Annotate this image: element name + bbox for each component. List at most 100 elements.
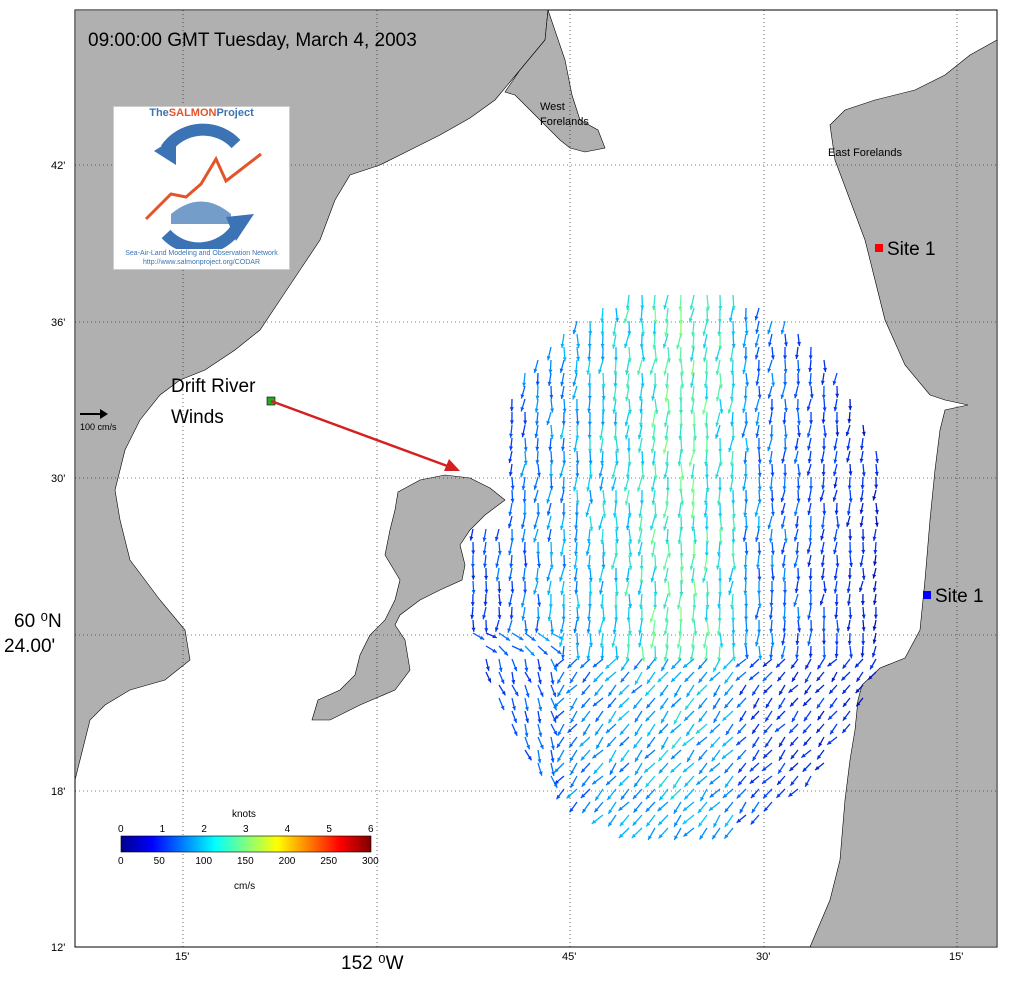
- current-vector-head: [780, 497, 785, 503]
- current-vector-head: [803, 701, 808, 707]
- current-vector-head: [821, 419, 826, 424]
- current-vector-head: [737, 729, 742, 734]
- current-vector-head: [744, 603, 749, 608]
- current-vector-head: [670, 768, 675, 773]
- current-vector-head: [549, 565, 554, 570]
- current-vector-head: [615, 526, 620, 531]
- current-vector-head: [736, 741, 741, 746]
- current-vector-head: [658, 821, 663, 826]
- current-vector-head: [535, 446, 540, 451]
- current-vector-head: [809, 486, 813, 491]
- current-vector-head: [754, 315, 759, 321]
- current-vector-head: [822, 511, 827, 516]
- current-vector-head: [765, 742, 769, 748]
- current-vector-head: [660, 691, 664, 697]
- current-vector-head: [872, 626, 877, 631]
- current-vector-head: [638, 513, 643, 518]
- current-vector-head: [606, 742, 612, 748]
- current-vector-head: [706, 631, 711, 636]
- current-vector-head: [755, 537, 759, 542]
- current-vector-head: [745, 382, 750, 387]
- current-vector-head: [537, 563, 541, 568]
- current-vector-head: [767, 394, 772, 399]
- current-vector-head: [757, 472, 762, 478]
- current-vector-head: [872, 639, 877, 644]
- current-vector-head: [510, 498, 515, 503]
- current-vector-head: [498, 601, 502, 606]
- current-vector-head: [500, 679, 505, 684]
- current-vector-head: [745, 448, 750, 453]
- current-vector-head: [770, 498, 775, 503]
- current-vector-head: [739, 717, 744, 722]
- current-vector-head: [512, 706, 516, 711]
- current-vector-head: [679, 592, 684, 596]
- current-vector-head: [722, 793, 728, 798]
- current-vector-head: [588, 474, 593, 479]
- current-vector-head: [709, 767, 714, 772]
- current-vector-head: [581, 717, 586, 722]
- current-vector-head: [704, 552, 709, 557]
- current-vector-head: [683, 768, 688, 773]
- current-vector-head: [693, 436, 697, 441]
- current-vector-head: [575, 500, 580, 505]
- current-vector-head: [537, 602, 542, 607]
- current-vector-head: [583, 731, 587, 736]
- current-vector-head: [848, 615, 853, 620]
- current-vector-head: [762, 779, 767, 784]
- current-vector-head: [521, 485, 526, 491]
- current-vector-head: [861, 614, 866, 619]
- current-vector-head: [658, 783, 663, 788]
- current-vector-head: [743, 512, 748, 517]
- colorbar-knot-label: 2: [201, 824, 207, 835]
- current-vector-head: [833, 446, 838, 451]
- current-vector-head: [744, 629, 749, 634]
- current-vector-head: [779, 690, 783, 696]
- current-vector-head: [513, 666, 518, 672]
- current-vector-head: [848, 406, 853, 411]
- current-vector-head: [754, 615, 759, 620]
- current-vector-head: [783, 447, 788, 452]
- current-vector-head: [835, 563, 840, 568]
- current-vector-head: [587, 395, 592, 400]
- current-vector-head: [763, 793, 768, 799]
- current-vector-head: [653, 591, 658, 596]
- current-vector-head: [587, 421, 592, 426]
- colorbar-knot-label: 0: [118, 824, 124, 835]
- current-vector-head: [719, 643, 724, 648]
- current-vector-head: [696, 741, 701, 746]
- current-vector-head: [728, 317, 733, 322]
- current-vector-head: [524, 732, 529, 738]
- current-vector-head: [790, 702, 795, 707]
- current-vector-head: [520, 394, 525, 399]
- current-vector-head: [849, 654, 853, 659]
- current-vector-head: [551, 771, 555, 776]
- current-vector-head: [846, 626, 851, 631]
- current-vector-head: [763, 807, 768, 812]
- current-vector-head: [680, 371, 685, 376]
- current-vector-head: [663, 371, 668, 376]
- current-vector-head: [718, 487, 722, 492]
- current-vector-head: [743, 356, 748, 361]
- colorbar-title: knots: [232, 809, 256, 820]
- current-vector-head: [808, 576, 813, 581]
- current-vector-head: [533, 590, 538, 595]
- current-vector-head: [599, 486, 604, 491]
- current-vector-head: [765, 703, 770, 709]
- current-vector-head: [868, 675, 873, 680]
- current-vector-head: [744, 616, 749, 621]
- current-vector-head: [698, 664, 703, 670]
- current-vector-head: [827, 662, 832, 667]
- current-vector-head: [595, 717, 600, 722]
- current-vector-head: [537, 759, 542, 764]
- current-vector-head: [593, 677, 598, 683]
- current-vector-head: [832, 380, 837, 386]
- current-vector-head: [562, 460, 567, 465]
- current-vector-head: [756, 368, 761, 373]
- current-vector-head: [718, 578, 723, 583]
- current-vector-head: [767, 524, 772, 530]
- current-vector-head: [779, 756, 783, 761]
- current-vector-head: [661, 744, 666, 750]
- current-vector-head: [536, 512, 541, 517]
- current-vector-head: [554, 768, 559, 773]
- current-vector-head: [658, 769, 663, 774]
